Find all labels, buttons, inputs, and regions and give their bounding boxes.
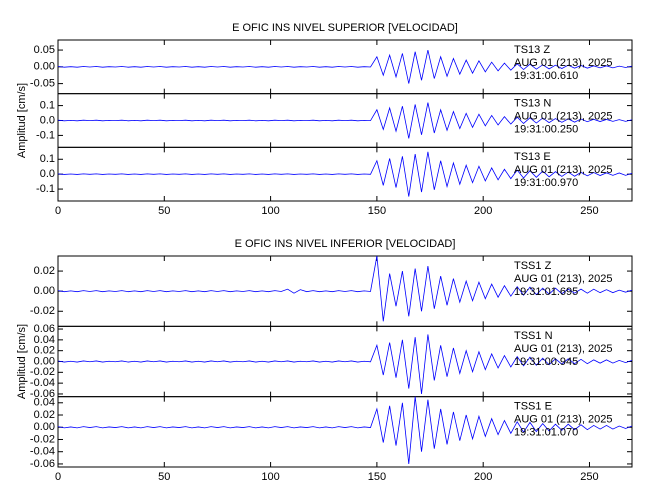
chart-title: E OFIC INS NIVEL SUPERIOR [VELOCIDAD]: [232, 22, 458, 34]
time-label: 19:31:00.945: [514, 356, 578, 368]
y-tick-label: -0.1: [36, 129, 55, 141]
station-label: TSS1 N: [514, 330, 553, 342]
date-label: AUG 01 (213), 2025: [514, 343, 612, 355]
y-tick-label: 0.02: [34, 345, 55, 357]
time-label: 19:31:00.250: [514, 124, 578, 136]
x-tick-label: 0: [55, 471, 61, 483]
y-tick-label: 0.0: [40, 114, 55, 126]
date-label: AUG 01 (213), 2025: [514, 273, 612, 285]
station-label: TSS1 E: [514, 401, 552, 413]
y-tick-label: -0.1: [36, 183, 55, 195]
y-axis-label: Amplitud [cm/s]: [16, 324, 28, 399]
time-label: 19:31:01.695: [514, 286, 578, 298]
y-tick-label: -0.02: [30, 433, 55, 445]
y-tick-label: -0.05: [30, 78, 55, 90]
y-tick-label: 0.00: [34, 285, 55, 297]
x-tick-label: 50: [158, 205, 170, 217]
y-tick-label: 0.00: [34, 421, 55, 433]
y-tick-label: -0.02: [30, 366, 55, 378]
y-tick-label: 0.00: [34, 61, 55, 73]
chart-title: E OFIC INS NIVEL INFERIOR [VELOCIDAD]: [235, 238, 456, 250]
y-tick-label: -0.06: [30, 458, 55, 470]
waveform: [57, 396, 633, 464]
waveform: [57, 151, 633, 197]
y-tick-label: 0.05: [34, 44, 55, 56]
y-tick-label: -0.04: [30, 446, 55, 458]
waveform: [57, 49, 633, 84]
x-tick-label: 200: [474, 205, 492, 217]
x-tick-label: 250: [580, 205, 598, 217]
y-tick-label: 0.00: [34, 355, 55, 367]
x-tick-label: 150: [368, 471, 386, 483]
y-tick-label: -0.02: [30, 305, 55, 317]
x-tick-label: 100: [261, 471, 279, 483]
y-tick-label: -0.06: [30, 388, 55, 400]
x-tick-label: 100: [261, 205, 279, 217]
x-tick-label: 250: [580, 471, 598, 483]
x-tick-label: 200: [474, 471, 492, 483]
y-tick-label: 0.06: [34, 323, 55, 335]
x-tick-label: 50: [158, 471, 170, 483]
date-label: AUG 01 (213), 2025: [514, 164, 612, 176]
station-label: TSS1 Z: [514, 260, 552, 272]
y-tick-label: 0.02: [34, 265, 55, 277]
panel-frame: [57, 396, 633, 468]
station-label: TS13 N: [514, 98, 551, 110]
waveform: [57, 334, 633, 395]
y-tick-label: 0.1: [40, 153, 55, 165]
time-label: 19:31:01.070: [514, 427, 578, 439]
date-label: AUG 01 (213), 2025: [514, 414, 612, 426]
station-label: TS13 Z: [514, 44, 550, 56]
waveform: [57, 102, 633, 139]
date-label: AUG 01 (213), 2025: [514, 57, 612, 69]
y-tick-label: 0.02: [34, 409, 55, 421]
date-label: AUG 01 (213), 2025: [514, 111, 612, 123]
y-tick-label: 0.04: [34, 334, 55, 346]
station-label: TS13 E: [514, 151, 551, 163]
time-label: 19:31:00.610: [514, 70, 578, 82]
x-tick-label: 0: [55, 205, 61, 217]
y-tick-label: 0.1: [40, 99, 55, 111]
time-label: 19:31:00.970: [514, 177, 578, 189]
waveform: [57, 255, 633, 322]
y-tick-label: 0.0: [40, 168, 55, 180]
y-tick-label: 0.04: [34, 397, 55, 409]
y-tick-label: -0.04: [30, 377, 55, 389]
y-axis-label: Amplitud [cm/s]: [16, 83, 28, 158]
x-tick-label: 150: [368, 205, 386, 217]
